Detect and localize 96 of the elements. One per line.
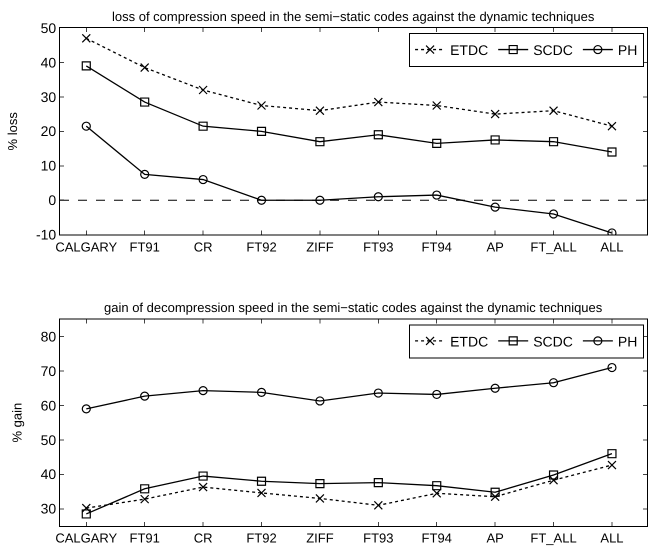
point <box>256 388 266 397</box>
point <box>82 122 91 131</box>
y-axis-title: % gain <box>10 402 25 443</box>
point <box>374 478 383 488</box>
x-tick-label: FT_ALL <box>530 239 577 254</box>
chart-title: gain of decompression speed in the semi−static codes against the dynamic techniques <box>104 300 603 315</box>
point <box>198 122 208 131</box>
point <box>607 362 617 372</box>
x-tick-label: FT91 <box>130 239 160 254</box>
point <box>432 138 442 148</box>
x-tick-label: CR <box>194 239 212 254</box>
x-tick-label: FT92 <box>246 530 277 546</box>
legend-label: ETDC <box>450 333 488 350</box>
x-tick-label: CR <box>194 530 212 546</box>
y-tick-label: 30 <box>40 500 56 517</box>
point <box>82 404 91 414</box>
y-tick-label: 40 <box>40 466 56 482</box>
point <box>548 470 558 480</box>
y-axis-title: % loss <box>4 112 20 150</box>
point <box>490 202 500 212</box>
y-tick-label: 50 <box>40 432 56 448</box>
point <box>256 126 266 136</box>
point <box>607 449 617 458</box>
legend-label: SCDC <box>533 42 573 58</box>
x-tick-label: FT92 <box>246 239 277 254</box>
point <box>140 392 150 401</box>
point <box>256 196 266 205</box>
x-tick-label: CALGARY <box>55 530 118 546</box>
point <box>82 509 91 519</box>
point <box>374 500 383 510</box>
point <box>82 61 91 70</box>
point <box>256 100 266 110</box>
y-tick-label: 60 <box>40 397 56 414</box>
x-tick-label: ALL <box>600 239 624 254</box>
point <box>198 85 208 95</box>
point <box>374 388 383 398</box>
y-tick-label: 10 <box>40 158 56 174</box>
legend-label: PH <box>618 333 638 350</box>
point <box>140 170 150 179</box>
point <box>198 174 208 184</box>
point <box>82 34 91 43</box>
point <box>490 488 500 497</box>
y-tick-label: 20 <box>40 123 56 140</box>
point <box>315 137 325 146</box>
legend-label: PH <box>618 42 638 58</box>
point <box>315 396 325 406</box>
x-tick-label: ALL <box>600 530 624 546</box>
point <box>607 122 617 131</box>
point <box>432 390 442 400</box>
point <box>256 488 266 498</box>
point <box>315 106 325 116</box>
point <box>607 228 617 235</box>
y-tick-label: -10 <box>36 226 56 243</box>
point <box>140 494 150 504</box>
point <box>140 484 150 494</box>
chart-title: loss of compression speed in the semi−static codes against the dynamic techniques <box>112 9 595 24</box>
x-tick-label: ZIFF <box>306 530 334 546</box>
x-tick-label: AP <box>486 530 504 546</box>
point <box>607 147 617 157</box>
point <box>490 135 500 145</box>
legend-label: ETDC <box>450 42 488 58</box>
x-tick-label: FT91 <box>130 530 160 546</box>
point <box>315 196 325 205</box>
point <box>374 130 383 140</box>
point <box>198 482 208 492</box>
point <box>198 386 208 396</box>
y-tick-label: 80 <box>40 328 56 344</box>
x-tick-label: FT94 <box>422 530 452 546</box>
x-tick-label: FT93 <box>363 239 394 254</box>
point <box>315 494 325 504</box>
point <box>140 97 150 107</box>
x-tick-label: ZIFF <box>306 239 334 254</box>
y-tick-label: 0 <box>48 192 56 208</box>
point <box>374 192 383 202</box>
x-tick-label: AP <box>486 239 504 254</box>
point <box>548 209 558 219</box>
point <box>198 471 208 481</box>
y-tick-label: 50 <box>40 20 56 36</box>
point <box>256 476 266 486</box>
point <box>548 378 558 388</box>
point <box>432 481 442 490</box>
point <box>432 190 442 200</box>
point <box>548 137 558 146</box>
x-tick-label: FT94 <box>422 239 452 254</box>
point <box>607 460 617 470</box>
point <box>490 110 500 119</box>
y-tick-label: 40 <box>40 54 56 70</box>
x-tick-label: FT_ALL <box>530 530 577 546</box>
y-tick-label: 70 <box>40 362 56 379</box>
x-tick-label: FT93 <box>363 530 394 546</box>
point <box>490 384 500 393</box>
point <box>315 479 325 488</box>
x-tick-label: CALGARY <box>55 239 118 254</box>
y-tick-label: 30 <box>40 88 56 105</box>
legend-label: SCDC <box>533 333 573 350</box>
point <box>548 106 558 116</box>
